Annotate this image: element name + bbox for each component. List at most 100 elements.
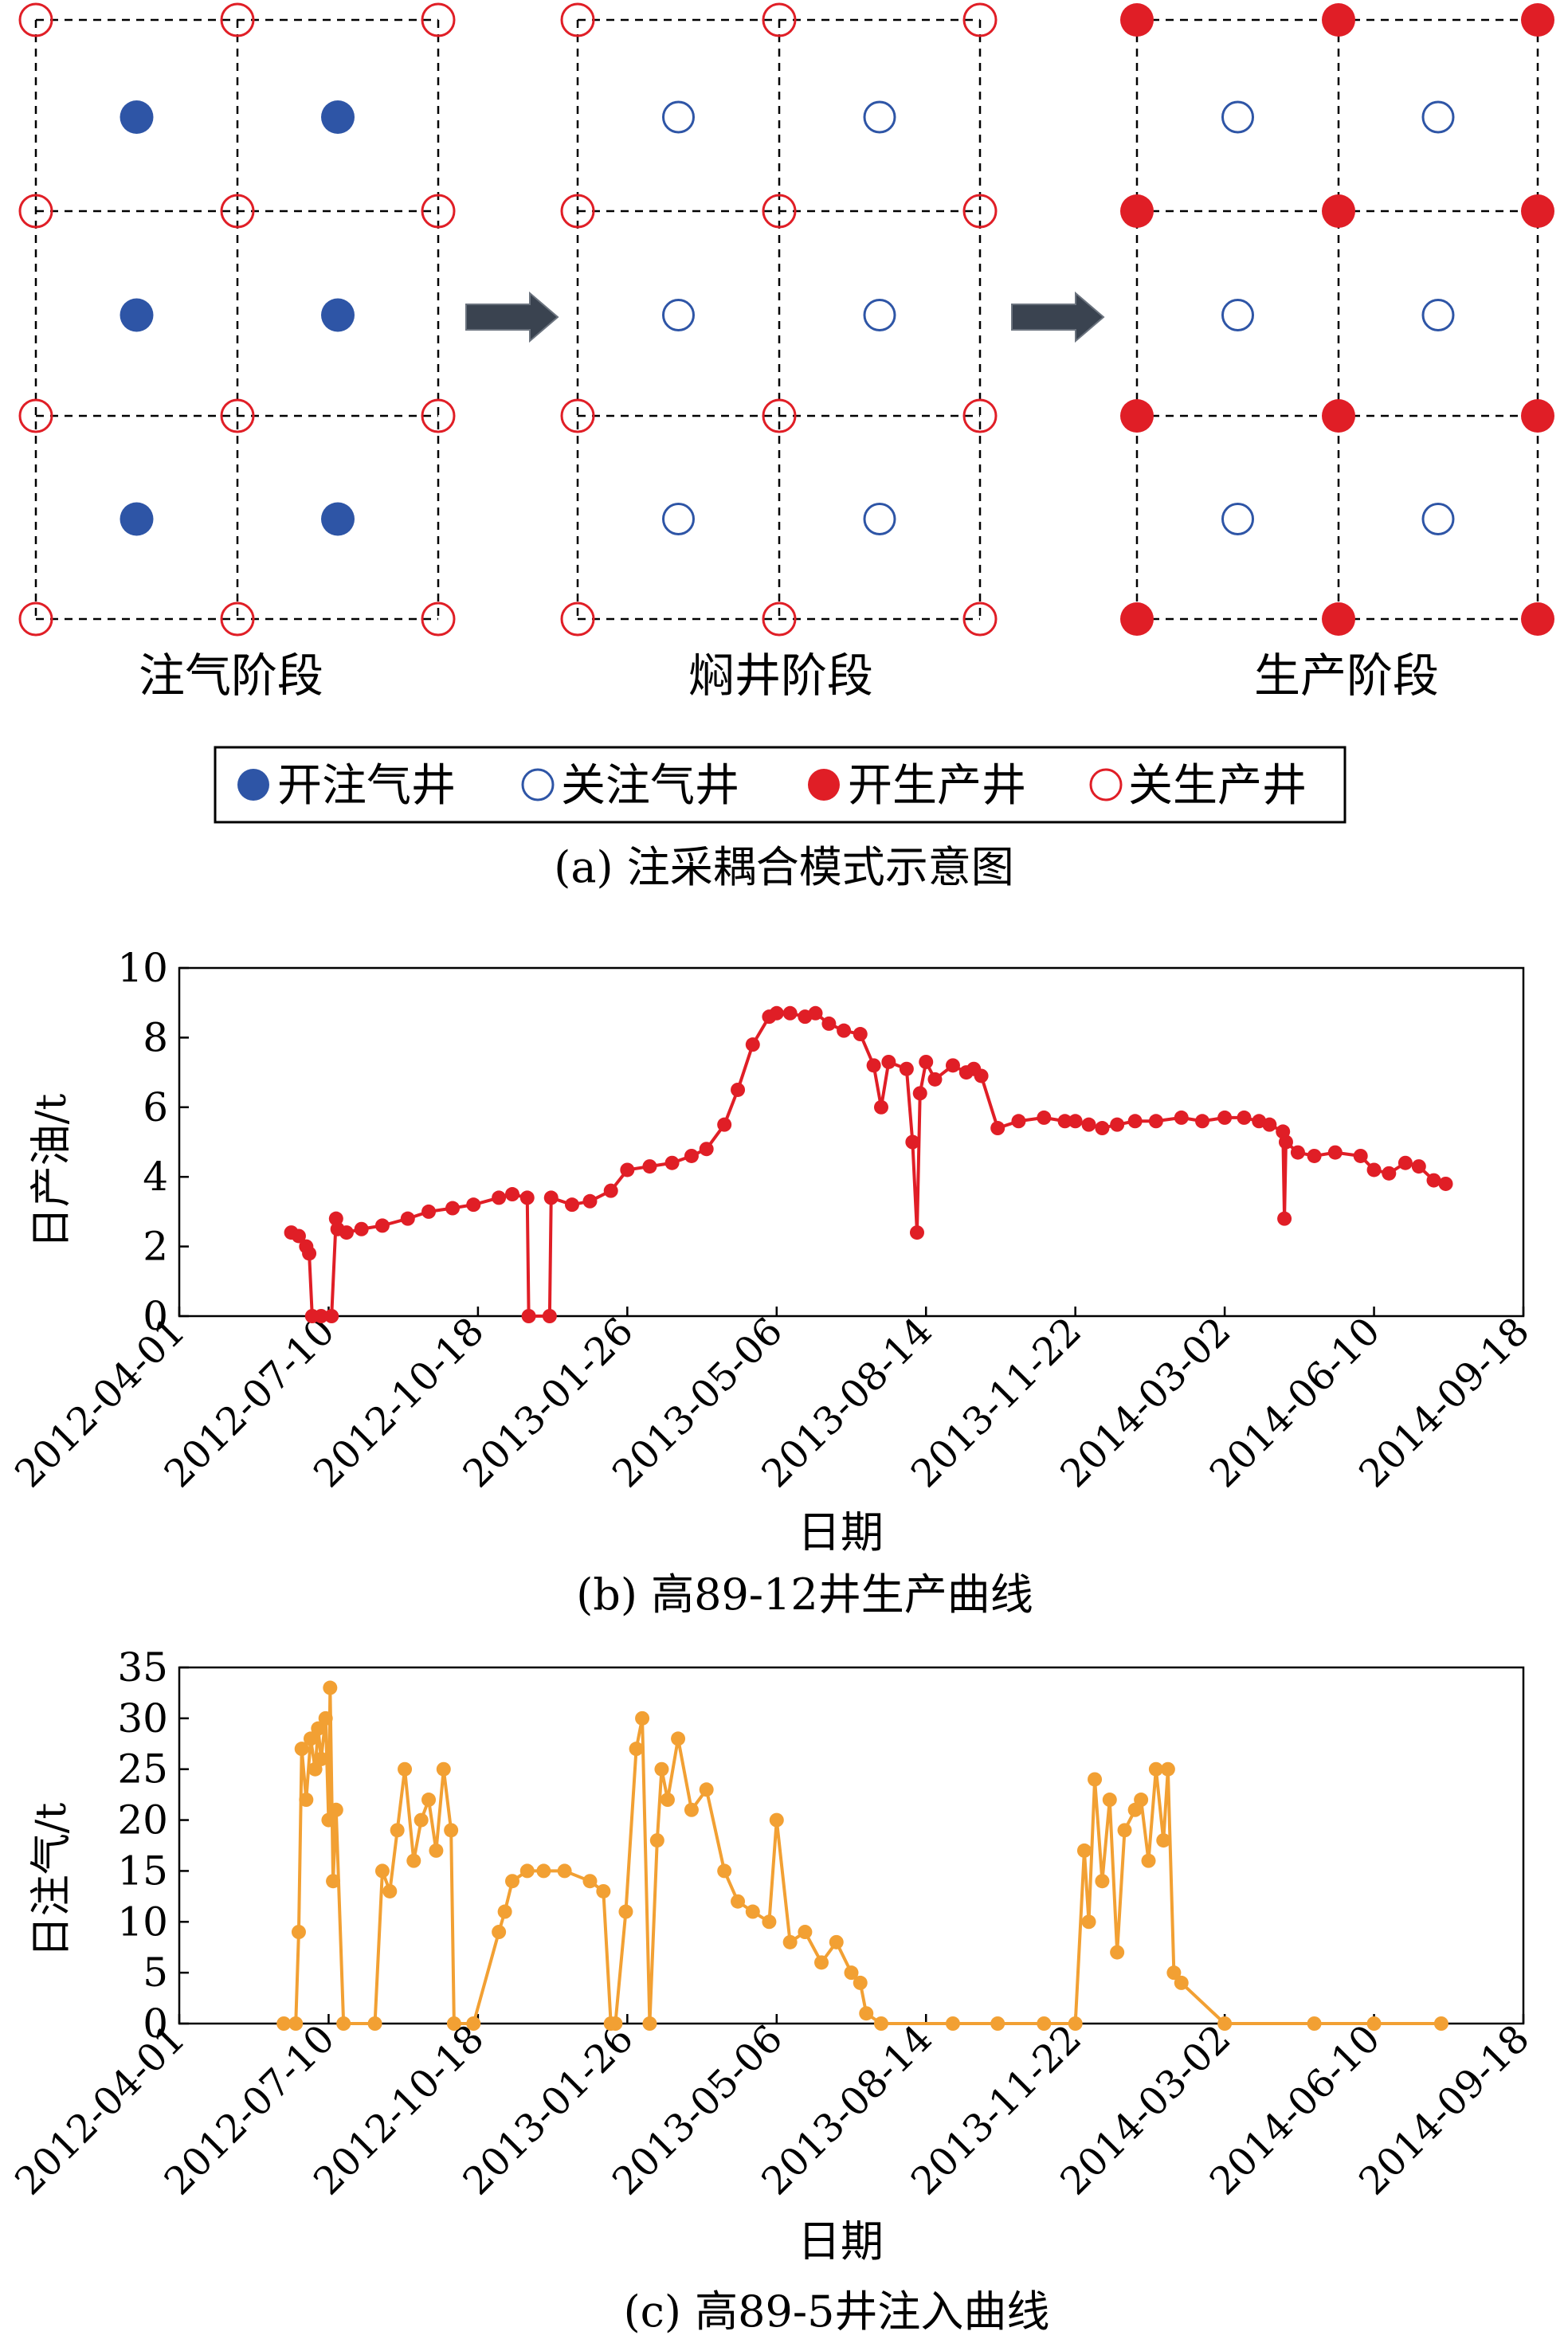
data-point bbox=[603, 1183, 618, 1198]
producer-well-closed bbox=[220, 601, 255, 637]
data-point bbox=[1426, 1173, 1441, 1188]
data-point bbox=[321, 1812, 336, 1828]
data-point bbox=[927, 1072, 943, 1087]
data-point bbox=[745, 1904, 760, 1919]
data-point bbox=[1397, 1155, 1413, 1170]
data-point bbox=[400, 1211, 415, 1226]
data-point bbox=[445, 1201, 461, 1216]
legend-closed-injector: 关注气井 bbox=[561, 760, 739, 812]
data-point bbox=[671, 1731, 686, 1746]
data-point bbox=[684, 1802, 699, 1817]
producer-well-closed bbox=[220, 398, 255, 433]
producer-well-open bbox=[1322, 399, 1355, 433]
data-point bbox=[1382, 1166, 1397, 1181]
plot-frame bbox=[178, 1666, 1525, 2025]
injector-well-closed bbox=[1221, 503, 1254, 535]
producer-well-closed bbox=[220, 194, 255, 229]
data-point bbox=[1307, 1148, 1322, 1163]
y-tick-label: 0 bbox=[143, 2000, 168, 2047]
data-point bbox=[782, 1005, 798, 1021]
injector-well-closed bbox=[1421, 299, 1455, 331]
data-point bbox=[853, 1975, 868, 1990]
data-point bbox=[564, 1197, 579, 1213]
data-point bbox=[649, 1833, 664, 1848]
y-tick-label: 8 bbox=[143, 1014, 168, 1060]
y-tick-label: 6 bbox=[143, 1084, 168, 1130]
y-tick-label: 2 bbox=[143, 1224, 168, 1270]
producer-well-open bbox=[1120, 194, 1154, 228]
data-point bbox=[367, 2016, 382, 2031]
open-producer-marker bbox=[808, 769, 840, 801]
producer-well-closed bbox=[962, 2, 998, 37]
data-point bbox=[421, 1204, 437, 1219]
injector-well-closed bbox=[1221, 100, 1254, 134]
data-point bbox=[536, 1863, 551, 1879]
y-tick-label: 20 bbox=[117, 1797, 168, 1844]
data-point bbox=[821, 1016, 837, 1031]
data-point bbox=[1088, 1772, 1103, 1787]
data-point bbox=[288, 2016, 304, 2031]
stage-grid-2 bbox=[560, 2, 998, 637]
y-axis-label: 日注气/t bbox=[28, 1803, 76, 1958]
y-tick-label: 35 bbox=[117, 1644, 168, 1691]
legend-frame bbox=[214, 746, 1347, 824]
producer-well-open bbox=[1521, 194, 1554, 228]
plot-frame bbox=[178, 966, 1525, 1318]
data-point bbox=[505, 1187, 520, 1202]
y-tick-label: 5 bbox=[143, 1949, 168, 1996]
data-point bbox=[1194, 1114, 1209, 1129]
data-point bbox=[912, 1086, 927, 1101]
stage-grid-1 bbox=[18, 2, 456, 637]
legend-open-producer: 开生产井 bbox=[848, 760, 1026, 812]
data-point bbox=[782, 1934, 798, 1949]
data-point bbox=[731, 1082, 746, 1097]
data-point bbox=[990, 1121, 1005, 1136]
injector-well-open bbox=[321, 502, 355, 536]
producer-well-closed bbox=[421, 2, 456, 37]
data-point bbox=[1156, 1833, 1171, 1848]
data-point bbox=[1217, 2016, 1233, 2031]
data-point bbox=[382, 1883, 398, 1898]
data-point bbox=[294, 1742, 309, 1757]
y-tick-label: 10 bbox=[117, 945, 168, 991]
stage-label-injection: 注气阶段 bbox=[139, 648, 323, 703]
data-point bbox=[1110, 1117, 1125, 1132]
data-point bbox=[642, 2016, 657, 2031]
producer-well-open bbox=[1120, 3, 1154, 37]
panel-a-schematic: 注气阶段 焖井阶段 生产阶段 开注气井 关注气井 开生产井 关生产井 (a) 注… bbox=[18, 2, 1554, 892]
data-point bbox=[945, 1058, 960, 1073]
producer-well-closed bbox=[18, 2, 53, 37]
data-point bbox=[1037, 1110, 1052, 1125]
producer-well-closed bbox=[762, 398, 797, 433]
data-point bbox=[1148, 1114, 1163, 1129]
injector-well-closed bbox=[1421, 503, 1455, 535]
data-point bbox=[905, 1134, 920, 1150]
data-point bbox=[1237, 1110, 1252, 1125]
data-point bbox=[492, 1925, 507, 1940]
data-point bbox=[699, 1782, 714, 1797]
data-point bbox=[1127, 1114, 1143, 1129]
closed-injector-marker bbox=[521, 768, 555, 801]
data-point bbox=[497, 1904, 512, 1919]
data-point bbox=[390, 1823, 405, 1838]
data-point bbox=[466, 1197, 481, 1213]
data-point bbox=[762, 1914, 777, 1930]
data-point bbox=[436, 1761, 451, 1777]
data-point bbox=[311, 1721, 326, 1736]
data-point bbox=[1110, 1945, 1125, 1960]
legend-open-injector: 开注气井 bbox=[277, 760, 456, 812]
producer-well-closed bbox=[560, 398, 595, 433]
producer-well-open bbox=[1322, 3, 1355, 37]
open-injector-marker bbox=[237, 769, 269, 801]
data-point bbox=[873, 1099, 888, 1115]
data-point bbox=[466, 2016, 481, 2031]
data-point bbox=[1433, 2016, 1448, 2031]
data-point bbox=[429, 1843, 444, 1858]
data-point bbox=[1174, 1975, 1189, 1990]
data-point bbox=[844, 1965, 859, 1981]
data-point bbox=[543, 1190, 559, 1205]
right-arrow-icon bbox=[1011, 291, 1105, 343]
data-point bbox=[684, 1148, 699, 1163]
injector-well-closed bbox=[1221, 299, 1254, 331]
